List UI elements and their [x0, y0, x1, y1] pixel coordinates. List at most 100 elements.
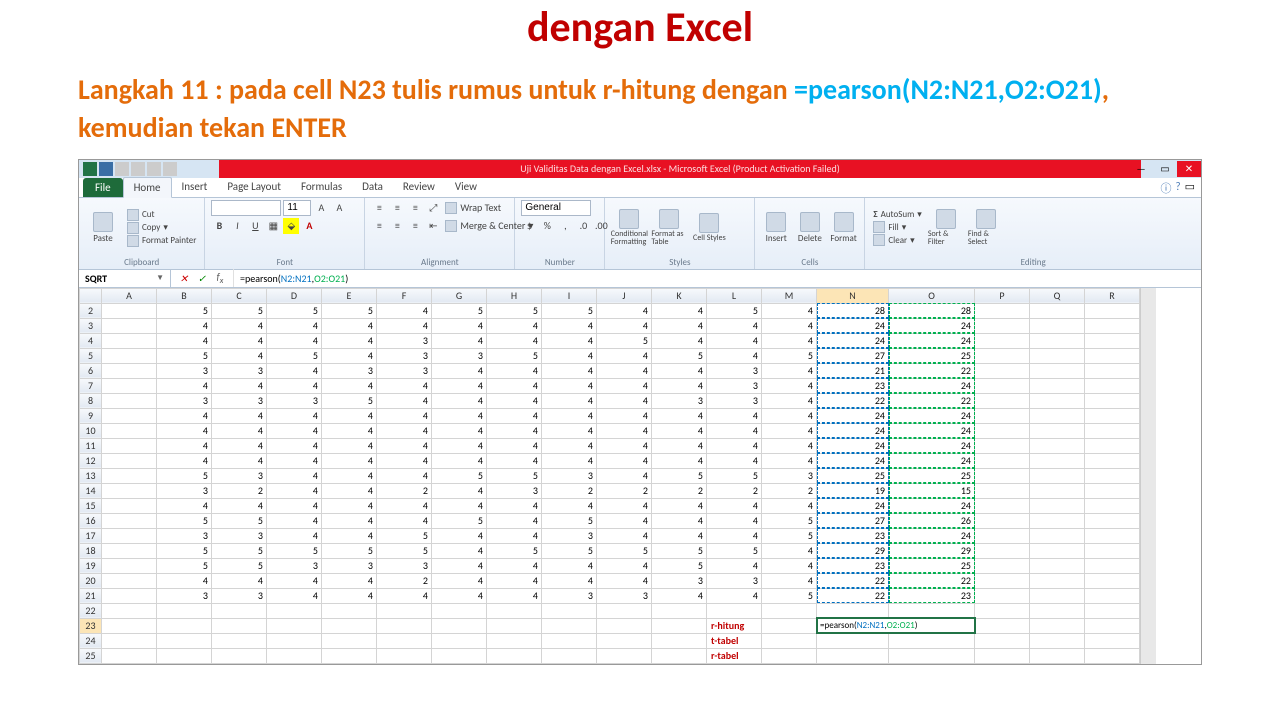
- cell-L11[interactable]: 4: [707, 438, 762, 453]
- cell-G15[interactable]: 4: [432, 498, 487, 513]
- cell-K4[interactable]: 4: [652, 333, 707, 348]
- cell-P6[interactable]: [975, 363, 1030, 378]
- row-header-13[interactable]: 13: [80, 468, 102, 483]
- cell-M5[interactable]: 5: [762, 348, 817, 363]
- cell-R13[interactable]: [1085, 468, 1140, 483]
- cell-J14[interactable]: 2: [597, 483, 652, 498]
- cell-G10[interactable]: 4: [432, 423, 487, 438]
- cell-I15[interactable]: 4: [542, 498, 597, 513]
- cell-J12[interactable]: 4: [597, 453, 652, 468]
- cell-L10[interactable]: 4: [707, 423, 762, 438]
- col-header-M[interactable]: M: [762, 288, 817, 303]
- cell-A22[interactable]: [102, 603, 157, 618]
- wrap-text-button[interactable]: Wrap Text: [443, 200, 503, 216]
- cell-L7[interactable]: 3: [707, 378, 762, 393]
- cell-R15[interactable]: [1085, 498, 1140, 513]
- tab-view[interactable]: View: [445, 177, 487, 197]
- cell-J3[interactable]: 4: [597, 318, 652, 333]
- cell-G24[interactable]: [432, 633, 487, 648]
- cell-C22[interactable]: [212, 603, 267, 618]
- cell-A3[interactable]: [102, 318, 157, 333]
- cell-F12[interactable]: 4: [377, 453, 432, 468]
- cell-A14[interactable]: [102, 483, 157, 498]
- cell-K2[interactable]: 4: [652, 303, 707, 318]
- cell-P25[interactable]: [975, 648, 1030, 663]
- cell-Q7[interactable]: [1030, 378, 1085, 393]
- cell-N24[interactable]: [817, 633, 889, 648]
- shrink-font-icon[interactable]: A: [331, 200, 347, 216]
- cell-B4[interactable]: 4: [157, 333, 212, 348]
- cell-G20[interactable]: 4: [432, 573, 487, 588]
- cell-B16[interactable]: 5: [157, 513, 212, 528]
- cell-C13[interactable]: 3: [212, 468, 267, 483]
- cell-D11[interactable]: 4: [267, 438, 322, 453]
- cell-Q9[interactable]: [1030, 408, 1085, 423]
- cell-J21[interactable]: 3: [597, 588, 652, 603]
- cell-F8[interactable]: 4: [377, 393, 432, 408]
- cell-E6[interactable]: 3: [322, 363, 377, 378]
- cell-J2[interactable]: 4: [597, 303, 652, 318]
- cell-I10[interactable]: 4: [542, 423, 597, 438]
- cell-A23[interactable]: [102, 618, 157, 633]
- cell-J6[interactable]: 4: [597, 363, 652, 378]
- cell-E24[interactable]: [322, 633, 377, 648]
- cell-I19[interactable]: 4: [542, 558, 597, 573]
- cell-L13[interactable]: 5: [707, 468, 762, 483]
- cell-E7[interactable]: 4: [322, 378, 377, 393]
- cell-L25[interactable]: r-tabel: [707, 648, 762, 663]
- cell-L8[interactable]: 3: [707, 393, 762, 408]
- row-header-10[interactable]: 10: [80, 423, 102, 438]
- cell-P14[interactable]: [975, 483, 1030, 498]
- cell-O4[interactable]: 24: [889, 333, 975, 348]
- cell-I13[interactable]: 3: [542, 468, 597, 483]
- paste-button[interactable]: Paste: [85, 212, 121, 244]
- cell-L4[interactable]: 4: [707, 333, 762, 348]
- align-right-icon[interactable]: ≡: [407, 218, 423, 234]
- cell-R7[interactable]: [1085, 378, 1140, 393]
- cell-P3[interactable]: [975, 318, 1030, 333]
- cell-O11[interactable]: 24: [889, 438, 975, 453]
- cell-J16[interactable]: 4: [597, 513, 652, 528]
- copy-button[interactable]: Copy ▾: [125, 222, 198, 234]
- undo-icon[interactable]: [115, 162, 129, 176]
- cell-K20[interactable]: 3: [652, 573, 707, 588]
- cell-D23[interactable]: [267, 618, 322, 633]
- cell-G9[interactable]: 4: [432, 408, 487, 423]
- cell-A19[interactable]: [102, 558, 157, 573]
- row-header-16[interactable]: 16: [80, 513, 102, 528]
- italic-button[interactable]: I: [229, 218, 245, 234]
- cell-C20[interactable]: 4: [212, 573, 267, 588]
- cell-R5[interactable]: [1085, 348, 1140, 363]
- cell-P7[interactable]: [975, 378, 1030, 393]
- cell-Q11[interactable]: [1030, 438, 1085, 453]
- cell-O14[interactable]: 15: [889, 483, 975, 498]
- cell-P21[interactable]: [975, 588, 1030, 603]
- row-header-19[interactable]: 19: [80, 558, 102, 573]
- row-header-23[interactable]: 23: [80, 618, 102, 633]
- cell-H10[interactable]: 4: [487, 423, 542, 438]
- cell-P18[interactable]: [975, 543, 1030, 558]
- cell-J22[interactable]: [597, 603, 652, 618]
- cell-A11[interactable]: [102, 438, 157, 453]
- cell-R12[interactable]: [1085, 453, 1140, 468]
- cell-K10[interactable]: 4: [652, 423, 707, 438]
- cell-K18[interactable]: 5: [652, 543, 707, 558]
- cell-P9[interactable]: [975, 408, 1030, 423]
- cell-O9[interactable]: 24: [889, 408, 975, 423]
- cell-N2[interactable]: 28: [817, 303, 889, 318]
- cell-C6[interactable]: 3: [212, 363, 267, 378]
- cell-R24[interactable]: [1085, 633, 1140, 648]
- cell-K19[interactable]: 5: [652, 558, 707, 573]
- fill-button[interactable]: Fill ▾: [871, 221, 923, 233]
- cell-M18[interactable]: 4: [762, 543, 817, 558]
- cell-styles-button[interactable]: Cell Styles: [691, 213, 727, 242]
- cell-K12[interactable]: 4: [652, 453, 707, 468]
- cell-J5[interactable]: 4: [597, 348, 652, 363]
- cell-P24[interactable]: [975, 633, 1030, 648]
- cell-O24[interactable]: [889, 633, 975, 648]
- font-size-input[interactable]: [283, 200, 311, 216]
- cell-H25[interactable]: [487, 648, 542, 663]
- cell-L6[interactable]: 3: [707, 363, 762, 378]
- cell-E9[interactable]: 4: [322, 408, 377, 423]
- align-center-icon[interactable]: ≡: [389, 218, 405, 234]
